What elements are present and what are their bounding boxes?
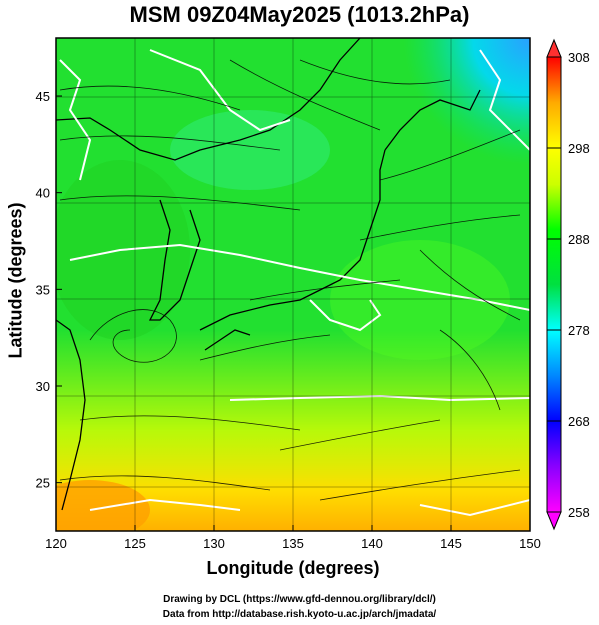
colorbar-tick-label: 288 bbox=[568, 232, 590, 247]
x-tick-label: 150 bbox=[519, 536, 541, 551]
y-tick-label: 30 bbox=[36, 379, 50, 394]
x-axis-label: Longitude (degrees) bbox=[206, 558, 380, 578]
colorbar-scale bbox=[546, 56, 562, 513]
colorbar-tick-label: 268 bbox=[568, 414, 590, 429]
x-tick-label: 120 bbox=[45, 536, 67, 551]
y-tick-label: 35 bbox=[36, 282, 50, 297]
y-axis-ticks: 25 30 35 40 45 bbox=[36, 89, 62, 491]
wind-streamlines bbox=[59, 59, 521, 501]
colorbar-tick-label: 308 bbox=[568, 50, 590, 65]
colorbar-ticks: 258 268 278 288 298 308 bbox=[547, 50, 590, 520]
grid-lines bbox=[56, 38, 530, 531]
colorbar-min-arrow bbox=[546, 511, 562, 531]
credit-line-data-source: Data from http://database.rish.kyoto-u.a… bbox=[162, 609, 437, 620]
x-tick-label: 130 bbox=[203, 536, 225, 551]
chart-title: MSM 09Z04May2025 (1013.2hPa) bbox=[129, 2, 470, 27]
x-axis-ticks: 120 125 130 135 140 145 150 bbox=[45, 525, 541, 551]
x-tick-label: 135 bbox=[282, 536, 304, 551]
colorbar-tick-label: 298 bbox=[568, 141, 590, 156]
y-axis-label: Latitude (degrees) bbox=[5, 202, 26, 359]
y-tick-label: 25 bbox=[36, 476, 50, 491]
y-tick-label: 45 bbox=[36, 89, 50, 104]
colorbar-tick-label: 278 bbox=[568, 323, 590, 338]
credit-line-drawing: Drawing by DCL (https://www.gfd-dennou.o… bbox=[163, 594, 436, 605]
x-tick-label: 140 bbox=[361, 536, 383, 551]
x-tick-label: 145 bbox=[440, 536, 462, 551]
y-tick-label: 40 bbox=[36, 186, 50, 201]
coastlines bbox=[56, 38, 481, 511]
colorbar: 258 268 278 288 298 308 bbox=[546, 38, 590, 531]
contour-lines bbox=[59, 49, 530, 517]
colorbar-max-arrow bbox=[546, 38, 562, 58]
temperature-field bbox=[56, 38, 530, 531]
colorbar-tick-label: 258 bbox=[568, 505, 590, 520]
x-tick-label: 125 bbox=[124, 536, 146, 551]
